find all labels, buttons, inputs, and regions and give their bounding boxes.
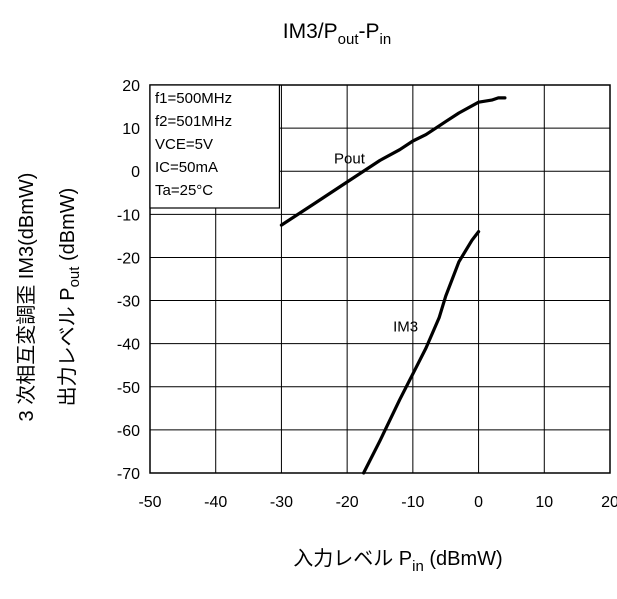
y-axis-label-line2-sub: out: [66, 266, 83, 288]
x-tick-labels: -50 -40 -30 -20 -10 0 10 20: [138, 494, 617, 511]
title-sub-out: out: [338, 31, 360, 48]
series-lines: [279, 96, 507, 475]
chart-title: IM3/Pout-Pin: [283, 20, 391, 48]
y-axis-label-line2-post: (dBmW): [57, 188, 79, 267]
y-tick-label: 10: [122, 121, 140, 138]
y-tick-label: -30: [117, 294, 140, 311]
condition-text: f2=501MHz: [155, 113, 232, 130]
y-axis-label-line2-pre: 出力レベル P: [56, 287, 79, 406]
condition-text: Ta=25°C: [155, 182, 213, 199]
condition-text: IC=50mA: [155, 159, 218, 176]
y-tick-label: -70: [117, 466, 140, 483]
title-main: IM3/P: [283, 20, 338, 43]
y-tick-label: -50: [117, 380, 140, 397]
x-tick-label: -40: [204, 494, 227, 511]
conditions-box-frame: [149, 84, 281, 209]
svg-text:IM3/Pout-Pin: IM3/Pout-Pin: [283, 20, 391, 48]
title-sub-in: in: [380, 31, 392, 48]
y-axis-label-line2: 出力レベル Pout (dBmW): [56, 188, 83, 407]
y-tick-label: 20: [122, 78, 140, 95]
x-tick-label: 20: [601, 494, 617, 511]
x-tick-label: -10: [401, 494, 424, 511]
series-label-im3: IM3: [393, 318, 418, 335]
title-mid: -P: [359, 20, 380, 43]
y-tick-label: 0: [131, 164, 140, 181]
series-line-pout: [279, 96, 507, 227]
y-tick-label: -60: [117, 423, 140, 440]
x-tick-label: -30: [270, 494, 293, 511]
series-line-im3: [362, 230, 481, 475]
svg-text:入力レベル Pin (dBmW): 入力レベル Pin (dBmW): [293, 547, 502, 575]
x-tick-label: 10: [535, 494, 553, 511]
y-axis-label: 3 次相互変調歪 IM3(dBmW) 出力レベル Pout (dBmW): [15, 173, 83, 422]
y-tick-label: -10: [117, 207, 140, 224]
x-axis-label-post: (dBmW): [424, 548, 503, 570]
condition-text: VCE=5V: [155, 136, 213, 153]
x-axis-label-pre: 入力レベル P: [293, 547, 412, 570]
x-axis-label-sub: in: [412, 558, 424, 575]
x-tick-label: 0: [474, 494, 483, 511]
x-tick-label: -50: [138, 494, 161, 511]
y-axis-label-line1: 3 次相互変調歪 IM3(dBmW): [15, 173, 38, 422]
y-tick-label: -40: [117, 337, 140, 354]
conditions-box: f1=500MHz f2=501MHz VCE=5V IC=50mA Ta=25°C: [149, 84, 281, 209]
condition-text: f1=500MHz: [155, 90, 232, 107]
y-tick-labels: 20 10 0 -10 -20 -30 -40 -50 -60 -70: [117, 78, 140, 483]
x-axis-label: 入力レベル Pin (dBmW): [293, 547, 502, 575]
y-tick-label: -20: [117, 250, 140, 267]
plot-frame: [149, 84, 611, 474]
x-tick-label: -20: [336, 494, 359, 511]
series-label-pout: Pout: [334, 150, 366, 167]
